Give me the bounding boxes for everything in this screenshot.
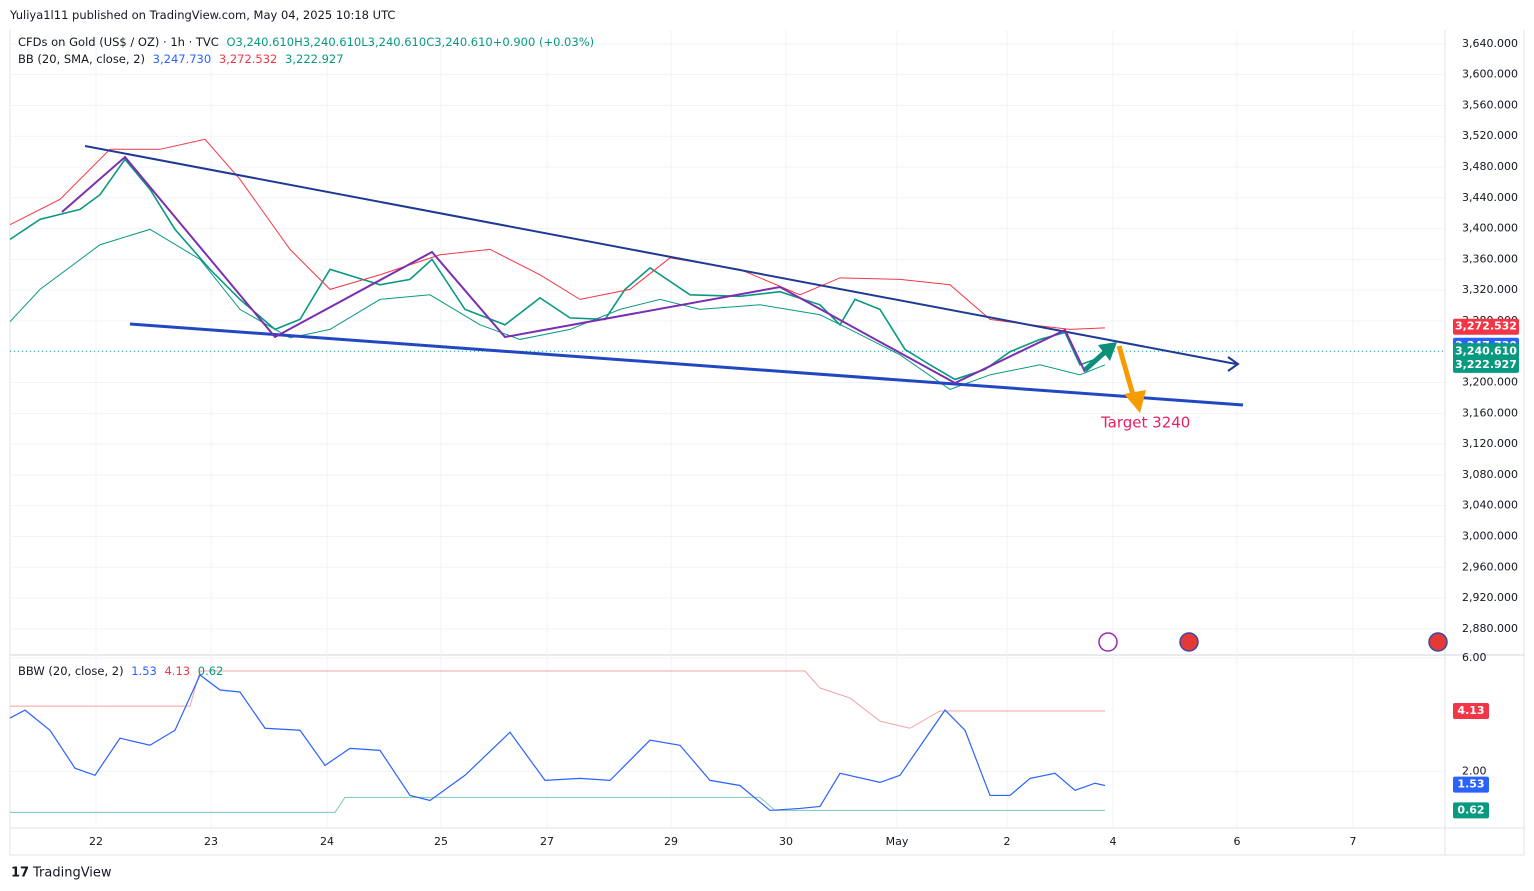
arrow-head xyxy=(1098,342,1117,361)
legend-value: 3,222.927 xyxy=(285,52,344,66)
x-tick-label: 22 xyxy=(89,835,103,848)
symbol: CFDs on Gold (US$ / OZ) · 1h · TVC xyxy=(18,35,219,49)
x-tick-label: 24 xyxy=(320,835,334,848)
x-tick-label: May xyxy=(886,835,909,848)
x-tick-label: 25 xyxy=(434,835,448,848)
y-tick-label: 3,320.000 xyxy=(1462,283,1518,296)
ohlc: O3,240.610H3,240.610L3,240.610C3,240.610… xyxy=(226,35,594,49)
y-tick-label: 3,480.000 xyxy=(1462,160,1518,173)
drawings xyxy=(61,145,1448,652)
y-tick-label: 3,040.000 xyxy=(1462,499,1518,512)
plot: 3,640.000 3,600.000 3,560.000 3,520.000 3,48… xyxy=(9,30,1519,848)
x-tick-label: 2 xyxy=(1004,835,1011,848)
y-tick-label: 3,440.000 xyxy=(1462,191,1518,204)
price-label: 1.53 xyxy=(1457,778,1484,791)
legend-value: 0.62 xyxy=(197,664,224,678)
series-line xyxy=(9,674,1106,812)
ohlc-value: O3,240.610 xyxy=(226,35,295,49)
price-label-box xyxy=(1453,702,1489,719)
ohlc-value: C3,240.610 xyxy=(426,35,493,49)
legend-value: 3,247.730 xyxy=(152,52,212,66)
bbw-legend: BBW (20, close, 2) 1.53 4.13 0.62 xyxy=(18,664,227,678)
series-line xyxy=(9,228,1106,391)
flag-icon[interactable] xyxy=(1179,632,1199,652)
annotation: Target 3240 xyxy=(1100,414,1190,432)
x-tick-label: 7 xyxy=(1350,835,1357,848)
legend-value: 4.13 xyxy=(164,664,191,678)
y-tick-label: 3,360.000 xyxy=(1462,252,1518,265)
bb-legend: BB (20, SMA, close, 2) 3,247.730 3,272.5… xyxy=(18,52,348,66)
arrow xyxy=(1116,345,1136,396)
series-line xyxy=(10,670,1105,729)
x-tick-label: 4 xyxy=(1110,835,1117,848)
y-tick-label: 6.00 xyxy=(1462,651,1487,664)
event-icon[interactable] xyxy=(1098,632,1118,652)
legend-value: 3,272.532 xyxy=(218,52,278,66)
y-tick-label: 3,400.000 xyxy=(1462,222,1518,235)
price-label-box xyxy=(1453,776,1489,793)
y-tick-label: 2,960.000 xyxy=(1462,560,1518,573)
y-tick-label: 2,920.000 xyxy=(1462,591,1518,604)
flag-icon[interactable] xyxy=(1428,632,1448,652)
brand: TradingView xyxy=(32,866,112,881)
price-label-box xyxy=(1453,343,1519,360)
indicator: BB (20, SMA, close, 2) xyxy=(18,52,145,66)
ohlc-value: H3,240.610 xyxy=(294,35,362,49)
arrow xyxy=(1083,350,1107,372)
y-tick-label: 3,160.000 xyxy=(1462,406,1518,419)
x-tick-label: 23 xyxy=(204,835,218,848)
y-tick-label: 3,000.000 xyxy=(1462,529,1518,542)
series-line xyxy=(10,796,1105,813)
y-tick-label: 3,120.000 xyxy=(1462,437,1518,450)
y-tick-label: 3,600.000 xyxy=(1462,68,1518,81)
zigzag xyxy=(61,155,1086,385)
price-label: 4.13 xyxy=(1457,704,1484,717)
y-tick-label: 3,200.000 xyxy=(1462,376,1518,389)
price-label: 3,272.532 xyxy=(1455,320,1517,333)
x-tick-label: 6 xyxy=(1234,835,1241,848)
price-label-box xyxy=(1453,802,1489,819)
y-tick-label: 3,640.000 xyxy=(1462,37,1518,50)
indicator: BBW (20, close, 2) xyxy=(18,664,124,678)
x-tick-label: 27 xyxy=(540,835,554,848)
series-line xyxy=(9,138,1106,330)
y-tick-label: 3,080.000 xyxy=(1462,468,1518,481)
published-line: Yuliya1l11 published on TradingView.com,… xyxy=(10,8,396,22)
price-label-box xyxy=(1453,318,1519,335)
ohlc-value: +0.900 (+0.03%) xyxy=(492,35,595,49)
trend-line xyxy=(129,322,1244,407)
y-tick-label: 3,560.000 xyxy=(1462,98,1518,111)
price-label: 3,240.610 xyxy=(1455,344,1517,357)
price-label: 0.62 xyxy=(1457,803,1484,816)
arrow-head xyxy=(1227,356,1240,372)
y-tick-label: 2.00 xyxy=(1462,764,1487,777)
ohlc-value: L3,240.610 xyxy=(361,35,427,49)
x-tick-label: 30 xyxy=(779,835,793,848)
legend-value: 1.53 xyxy=(131,664,157,678)
y-tick-label: 2,880.000 xyxy=(1462,622,1518,635)
trend-line xyxy=(84,145,1237,365)
y-tick-label: 3,520.000 xyxy=(1462,129,1518,142)
arrow-head xyxy=(1124,390,1146,413)
symbol-legend: CFDs on Gold (US$ / OZ) · 1h · TVC O3,24… xyxy=(18,35,598,49)
x-tick-label: 29 xyxy=(664,835,678,848)
price-label: 3,222.927 xyxy=(1455,358,1517,371)
logo: 17 xyxy=(11,866,29,881)
price-label-box xyxy=(1453,356,1519,373)
